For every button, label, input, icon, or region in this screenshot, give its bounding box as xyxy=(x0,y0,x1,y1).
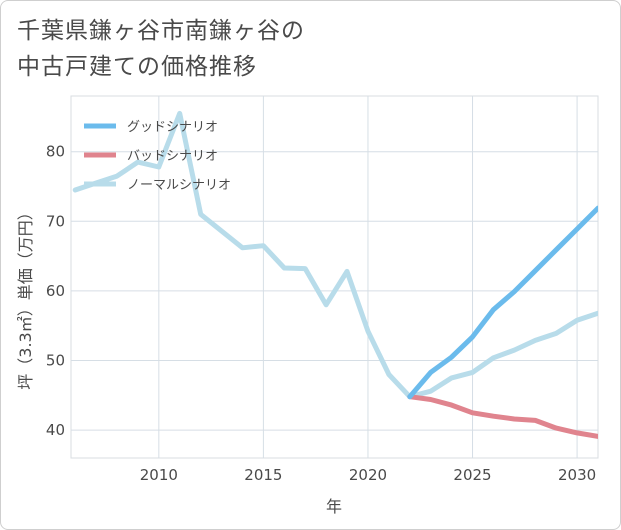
series-line-normal xyxy=(72,110,598,400)
legend-label-normal: ノーマルシナリオ xyxy=(127,178,231,193)
x-tick-label: 2020 xyxy=(349,466,387,484)
chart-title-line-2: 中古戸建ての価格推移 xyxy=(17,54,257,80)
axes: 2010 2015 2020 2025 2030 40 50 60 70 80 xyxy=(46,143,596,484)
legend-label-bad: バッドシナリオ xyxy=(127,149,218,164)
chart-title-line-1: 千葉県鎌ヶ谷市南鎌ヶ谷の xyxy=(17,18,305,44)
x-tick-label: 2025 xyxy=(453,466,491,484)
y-tick-label: 70 xyxy=(46,212,65,230)
chart-title: 千葉県鎌ヶ谷市南鎌ヶ谷の 中古戸建ての価格推移 xyxy=(17,13,305,85)
legend-label-good: グッドシナリオ xyxy=(127,120,218,135)
y-tick-label: 80 xyxy=(46,143,65,161)
x-tick-label: 2010 xyxy=(140,466,178,484)
y-tick-label: 50 xyxy=(46,352,65,370)
x-tick-label: 2030 xyxy=(558,466,596,484)
y-tick-label: 40 xyxy=(46,421,65,439)
y-axis-title: 坪（3.3㎡）単価（万円） xyxy=(16,204,35,389)
series-lines xyxy=(72,110,598,439)
y-tick-label: 60 xyxy=(46,282,65,300)
series-line-bad xyxy=(407,394,598,439)
grid-lines xyxy=(71,96,598,458)
x-axis-title: 年 xyxy=(326,497,342,516)
series-line-good xyxy=(407,205,598,400)
x-tick-label: 2015 xyxy=(244,466,282,484)
